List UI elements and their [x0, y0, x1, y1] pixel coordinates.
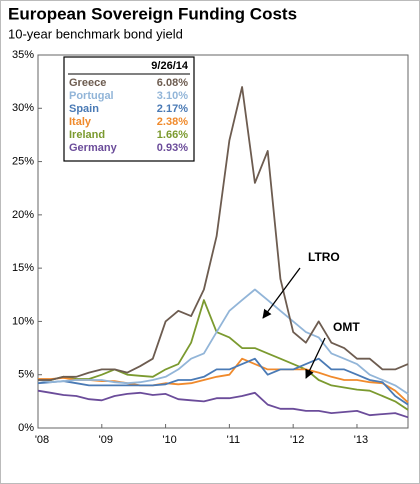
chart-subtitle: 10-year benchmark bond yield: [8, 26, 183, 41]
annotation: LTRO: [308, 250, 340, 264]
legend-label: Ireland: [69, 129, 105, 141]
y-tick-label: 10%: [12, 315, 34, 327]
legend-label: Italy: [69, 116, 92, 128]
legend-label: Portugal: [69, 90, 114, 102]
y-tick-label: 25%: [12, 155, 34, 167]
series-line: [37, 389, 409, 419]
series-line: [38, 299, 409, 411]
legend-label: Greece: [69, 77, 106, 89]
legend-value: 3.10%: [157, 90, 188, 102]
annotation: OMT: [333, 320, 360, 334]
legend-value: 2.38%: [157, 116, 188, 128]
y-tick-label: 0%: [18, 422, 34, 434]
y-tick-label: 30%: [12, 102, 34, 114]
chart-title: European Sovereign Funding Costs: [8, 4, 297, 23]
x-tick-label: '11: [227, 434, 241, 446]
x-tick-label: '08: [35, 434, 49, 446]
series-line: [37, 357, 409, 406]
y-tick-label: 15%: [12, 262, 34, 274]
y-tick-label: 5%: [18, 369, 34, 381]
series-line: [38, 86, 409, 381]
legend-label: Germany: [69, 142, 118, 154]
annotation-arrow: [305, 337, 326, 379]
legend-label: Spain: [69, 103, 99, 115]
x-tick-label: '13: [354, 434, 368, 446]
x-tick-label: '09: [99, 434, 113, 446]
x-tick-label: '10: [162, 434, 176, 446]
legend-value: 6.08%: [157, 77, 188, 89]
legend-value: 0.93%: [157, 142, 188, 154]
legend-value: 1.66%: [157, 129, 188, 141]
series-line: [37, 288, 409, 395]
x-tick-label: '12: [290, 434, 304, 446]
legend-title: 9/26/14: [151, 60, 189, 72]
y-tick-label: 20%: [12, 209, 34, 221]
plot-area: [37, 54, 409, 429]
series-line: [38, 357, 409, 404]
annotation-arrow: [262, 267, 301, 319]
legend-value: 2.17%: [157, 103, 188, 115]
y-tick-label: 35%: [12, 49, 34, 61]
